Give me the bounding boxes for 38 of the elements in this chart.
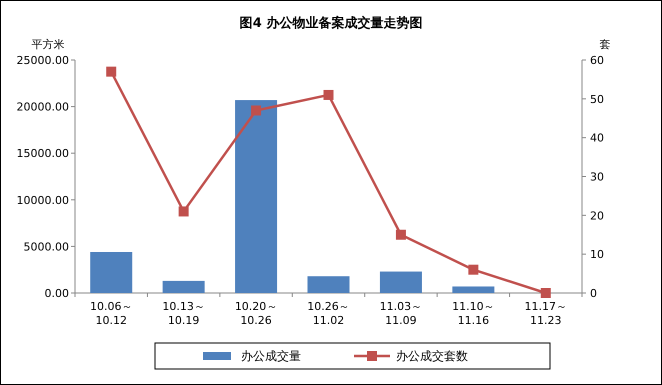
legend-label: 办公成交套数 xyxy=(396,349,468,363)
bar xyxy=(380,272,422,293)
x-tick-label: 11.10～11.16 xyxy=(452,300,495,327)
point xyxy=(178,206,189,216)
y2-tick-label: 10 xyxy=(590,248,604,262)
y-tick-label: 25000.00 xyxy=(16,54,69,67)
y-tick-label: 5000.00 xyxy=(24,240,69,254)
chart-title: 图4 办公物业备案成交量走势图 xyxy=(240,15,422,31)
y2-tick-label: 40 xyxy=(590,132,604,145)
y2-tick-label: 60 xyxy=(590,54,604,67)
bar xyxy=(235,100,278,293)
y2-tick-label: 20 xyxy=(590,209,604,222)
y-axis-title: 平方米 xyxy=(32,38,64,51)
y2-tick-label: 50 xyxy=(590,92,604,106)
x-tick-label: 11.03～11.09 xyxy=(380,300,422,327)
y2-tick-label: 30 xyxy=(590,170,604,184)
point xyxy=(251,105,262,116)
x-tick-label: 10.13～10.19 xyxy=(162,300,205,327)
y-tick-label: 10000.00 xyxy=(16,194,69,207)
x-tick-label: 10.26～11.02 xyxy=(307,300,350,327)
bar xyxy=(162,280,205,293)
y-tick-label: 20000.00 xyxy=(16,100,69,114)
y-tick-label: 15000.00 xyxy=(16,147,69,160)
point xyxy=(396,230,406,240)
point xyxy=(324,90,334,100)
point xyxy=(468,264,478,275)
x-tick-label: 10.20～10.26 xyxy=(234,300,278,327)
y2-axis-title: 套 xyxy=(600,38,610,51)
point xyxy=(106,66,116,77)
bar xyxy=(90,252,132,293)
x-tick-label: 11.17～11.23 xyxy=(524,300,568,327)
bar xyxy=(307,276,350,293)
point xyxy=(540,288,551,298)
bar xyxy=(452,286,494,293)
x-tick-label: 10.06～10.12 xyxy=(90,300,132,327)
legend-label: 办公成交量 xyxy=(241,349,301,363)
y2-tick-label: 0 xyxy=(590,287,597,300)
y-tick-label: 0.00 xyxy=(44,287,69,300)
